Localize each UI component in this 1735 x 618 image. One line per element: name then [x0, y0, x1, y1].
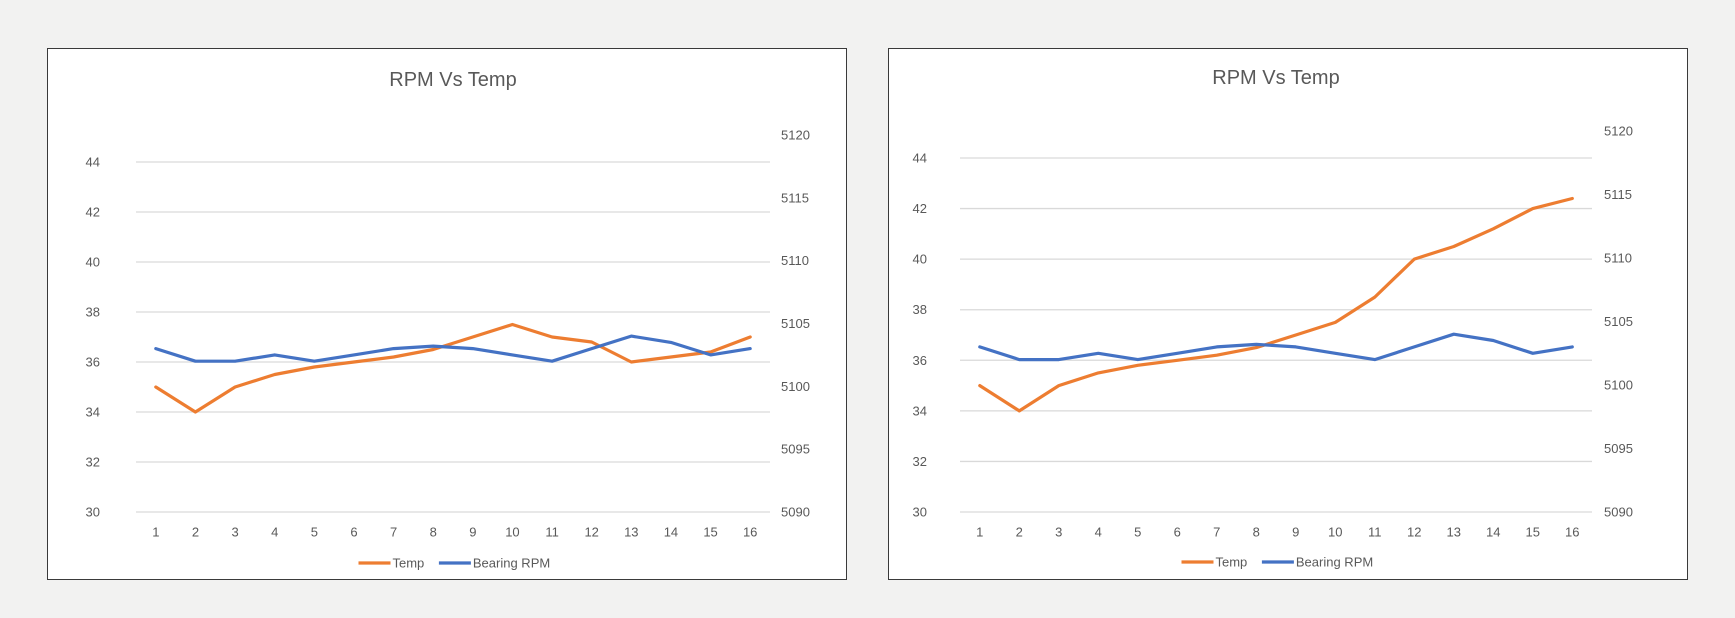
x-tick-label: 6 — [350, 525, 357, 540]
y-right-tick-label: 5090 — [781, 505, 810, 520]
x-tick-label: 3 — [1055, 525, 1062, 540]
x-tick-label: 9 — [469, 525, 476, 540]
x-tick-label: 15 — [1526, 525, 1540, 540]
chart-right: RPM Vs Temp30323436384042445090509551005… — [913, 67, 1633, 570]
y-left-tick-label: 34 — [913, 403, 927, 418]
bearing-rpm-series-line — [978, 332, 1574, 362]
legend-bearing-rpm-label: Bearing RPM — [1296, 555, 1373, 570]
x-tick-label: 11 — [545, 525, 559, 540]
legend-temp-label: Temp — [1216, 555, 1248, 570]
chart-left: RPM Vs Temp30323436384042445090509551005… — [86, 69, 810, 571]
x-tick-label: 5 — [1134, 525, 1141, 540]
y-right-tick-label: 5095 — [1604, 441, 1633, 456]
y-right-tick-label: 5105 — [1604, 314, 1633, 329]
y-left-tick-label: 34 — [86, 405, 100, 420]
x-tick-label: 12 — [1407, 525, 1421, 540]
x-tick-label: 14 — [1486, 525, 1500, 540]
x-tick-label: 8 — [430, 525, 437, 540]
y-right-tick-label: 5095 — [781, 442, 810, 457]
x-tick-label: 3 — [231, 525, 238, 540]
x-tick-label: 2 — [192, 525, 199, 540]
y-right-tick-label: 5120 — [781, 128, 810, 143]
y-left-tick-label: 32 — [913, 454, 927, 469]
x-tick-label: 10 — [505, 525, 519, 540]
y-left-tick-label: 32 — [86, 455, 100, 470]
y-left-tick-label: 44 — [86, 155, 100, 170]
x-tick-label: 9 — [1292, 525, 1299, 540]
y-left-tick-label: 36 — [913, 353, 927, 368]
x-tick-label: 13 — [624, 525, 638, 540]
x-tick-label: 16 — [1565, 525, 1579, 540]
x-tick-label: 8 — [1253, 525, 1260, 540]
x-tick-label: 4 — [1095, 525, 1102, 540]
y-right-tick-label: 5100 — [1604, 378, 1633, 393]
x-tick-label: 7 — [390, 525, 397, 540]
y-left-tick-label: 30 — [86, 505, 100, 520]
x-tick-label: 14 — [664, 525, 678, 540]
y-right-tick-label: 5100 — [781, 379, 810, 394]
x-tick-label: 1 — [976, 525, 983, 540]
y-left-tick-label: 42 — [913, 201, 927, 216]
y-left-tick-label: 38 — [86, 305, 100, 320]
x-tick-label: 1 — [152, 525, 159, 540]
x-tick-label: 2 — [1016, 525, 1023, 540]
x-tick-label: 4 — [271, 525, 278, 540]
chart-title: RPM Vs Temp — [389, 69, 516, 91]
temp-series-line — [978, 196, 1574, 413]
x-tick-label: 12 — [584, 525, 598, 540]
x-tick-label: 6 — [1174, 525, 1181, 540]
y-left-tick-label: 30 — [913, 505, 927, 520]
y-right-tick-label: 5110 — [781, 253, 809, 268]
y-right-tick-label: 5115 — [781, 190, 809, 205]
y-left-tick-label: 36 — [86, 355, 100, 370]
legend-bearing-rpm-label: Bearing RPM — [473, 556, 550, 571]
temp-series-line — [154, 322, 752, 414]
legend-temp-label: Temp — [393, 556, 425, 571]
chart-title: RPM Vs Temp — [1212, 67, 1339, 89]
y-left-tick-label: 42 — [86, 205, 100, 220]
x-tick-label: 11 — [1368, 525, 1382, 540]
y-right-tick-label: 5115 — [1604, 187, 1632, 202]
y-left-tick-label: 44 — [913, 151, 927, 166]
x-tick-label: 13 — [1447, 525, 1461, 540]
y-right-tick-label: 5105 — [781, 316, 810, 331]
y-left-tick-label: 38 — [913, 302, 927, 317]
bearing-rpm-series-line — [154, 334, 752, 363]
y-right-tick-label: 5110 — [1604, 251, 1632, 266]
chart-panel-right: RPM Vs Temp 30 32 34 36 38 40 42 44 5090 5095 5100 5… — [888, 48, 1688, 580]
x-tick-label: 15 — [703, 525, 717, 540]
x-tick-label: 16 — [743, 525, 757, 540]
y-left-tick-label: 40 — [86, 255, 100, 270]
y-right-tick-label: 5090 — [1604, 505, 1633, 520]
y-right-tick-label: 5120 — [1604, 124, 1633, 139]
chart-panel-left: RPM Vs Temp 30 32 34 36 38 40 42 44 5090 5095 5100 5… — [47, 48, 847, 580]
y-left-tick-label: 40 — [913, 252, 927, 267]
x-tick-label: 5 — [311, 525, 318, 540]
x-tick-label: 7 — [1213, 525, 1220, 540]
x-tick-label: 10 — [1328, 525, 1342, 540]
